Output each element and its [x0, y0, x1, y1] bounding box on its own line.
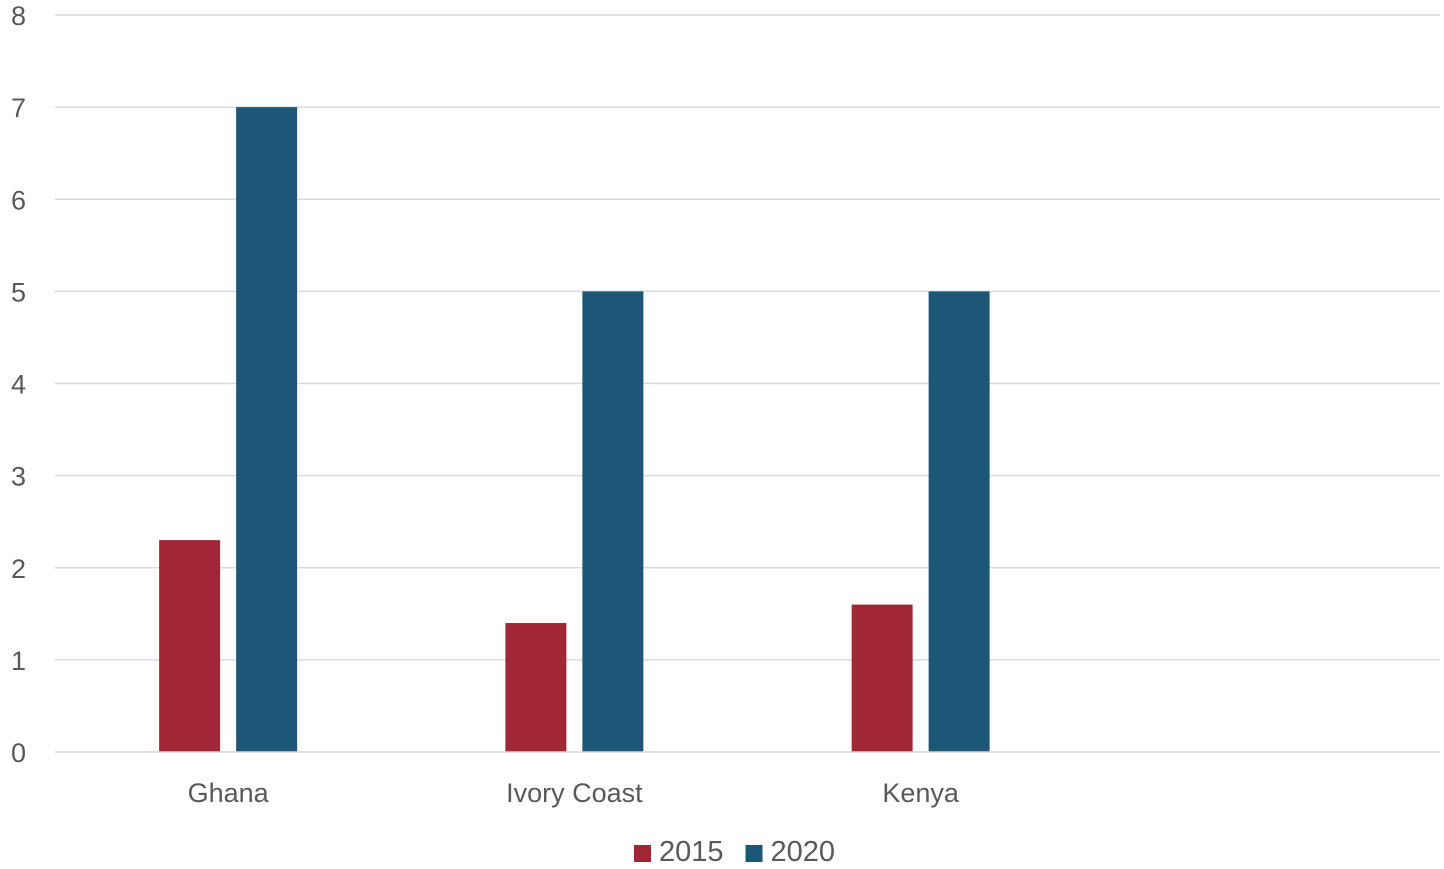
legend-item: 2020 — [745, 836, 836, 868]
legend-label: 2015 — [659, 836, 724, 868]
y-tick-label: 2 — [11, 554, 26, 584]
x-tick-label: Kenya — [882, 778, 960, 808]
legend-item: 2015 — [634, 836, 724, 868]
y-tick-label: 0 — [11, 738, 26, 768]
x-tick-label: Ghana — [188, 778, 270, 808]
bar — [159, 540, 221, 752]
legend-swatch — [745, 845, 763, 862]
y-tick-label: 7 — [11, 93, 26, 123]
y-tick-label: 6 — [11, 185, 26, 215]
y-tick-label: 5 — [11, 277, 26, 307]
legend: 2015 2020 — [634, 836, 835, 868]
bar — [236, 107, 298, 752]
bar — [505, 623, 567, 752]
bars — [159, 107, 990, 752]
y-tick-label: 8 — [11, 1, 26, 31]
y-axis-tick-labels: 0 1 2 3 4 5 6 7 8 — [11, 1, 26, 768]
legend-label: 2020 — [771, 836, 836, 868]
y-tick-label: 3 — [11, 462, 26, 492]
bar — [928, 291, 990, 752]
x-tick-label: Ivory Coast — [506, 778, 643, 808]
bar — [582, 291, 644, 752]
x-axis-tick-labels: Ghana Ivory Coast Kenya — [188, 778, 960, 808]
bar — [851, 604, 913, 752]
legend-swatch — [634, 845, 651, 862]
y-tick-label: 1 — [11, 646, 26, 676]
y-tick-label: 4 — [11, 370, 26, 400]
